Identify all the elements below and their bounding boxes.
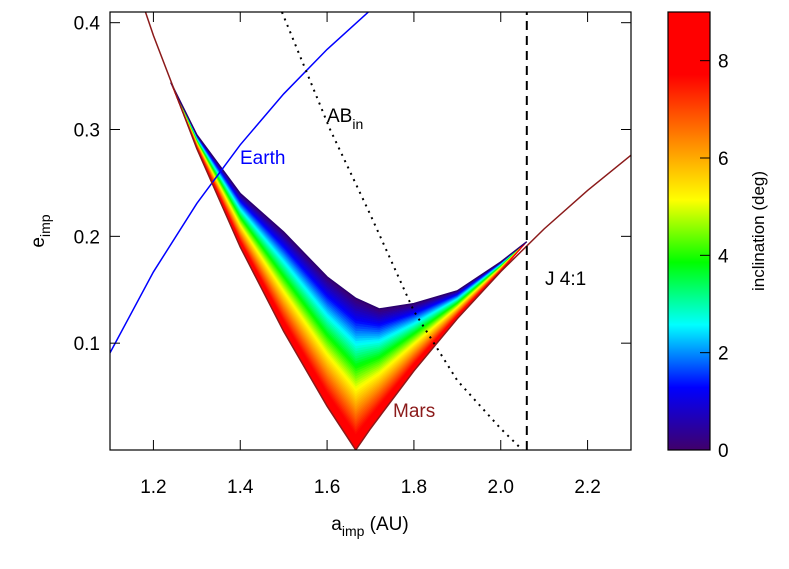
- curve-line: [144, 12, 631, 450]
- j41-label: J 4:1: [545, 269, 586, 290]
- colorbar: [667, 11, 711, 451]
- y-tick-label: 0.3: [74, 121, 100, 142]
- colorbar-label: inclination (deg): [749, 171, 768, 291]
- x-tick-label: 1.2: [140, 477, 166, 498]
- curve-line: [110, 12, 370, 354]
- x-tick-label: 2.2: [574, 477, 600, 498]
- y-axis-label: eimp: [28, 214, 53, 247]
- x-tick-label: 2.0: [488, 477, 514, 498]
- x-tick-label: 1.4: [227, 477, 254, 498]
- colorbar-tick-label: 8: [718, 52, 729, 73]
- y-tick-label: 0.4: [74, 14, 101, 35]
- colorbar-tick-label: 6: [718, 149, 729, 170]
- region-upper-edge: [170, 82, 528, 310]
- mars-label: Mars: [393, 401, 435, 422]
- ab-label: ABin: [327, 106, 363, 132]
- x-tick-label: 1.8: [401, 477, 427, 498]
- earth-label: Earth: [240, 148, 285, 169]
- colorbar-tick-label: 4: [718, 246, 729, 267]
- curve-line: [281, 12, 524, 450]
- x-axis-label: aimp (AU): [331, 514, 408, 539]
- colorbar-tick-label: 0: [718, 441, 729, 462]
- colorbar-tick-label: 2: [718, 344, 729, 365]
- plot-area: [110, 12, 631, 450]
- plot-frame: [109, 11, 632, 451]
- x-tick-label: 1.6: [314, 477, 340, 498]
- y-tick-label: 0.1: [74, 334, 100, 355]
- y-tick-label: 0.2: [74, 227, 100, 248]
